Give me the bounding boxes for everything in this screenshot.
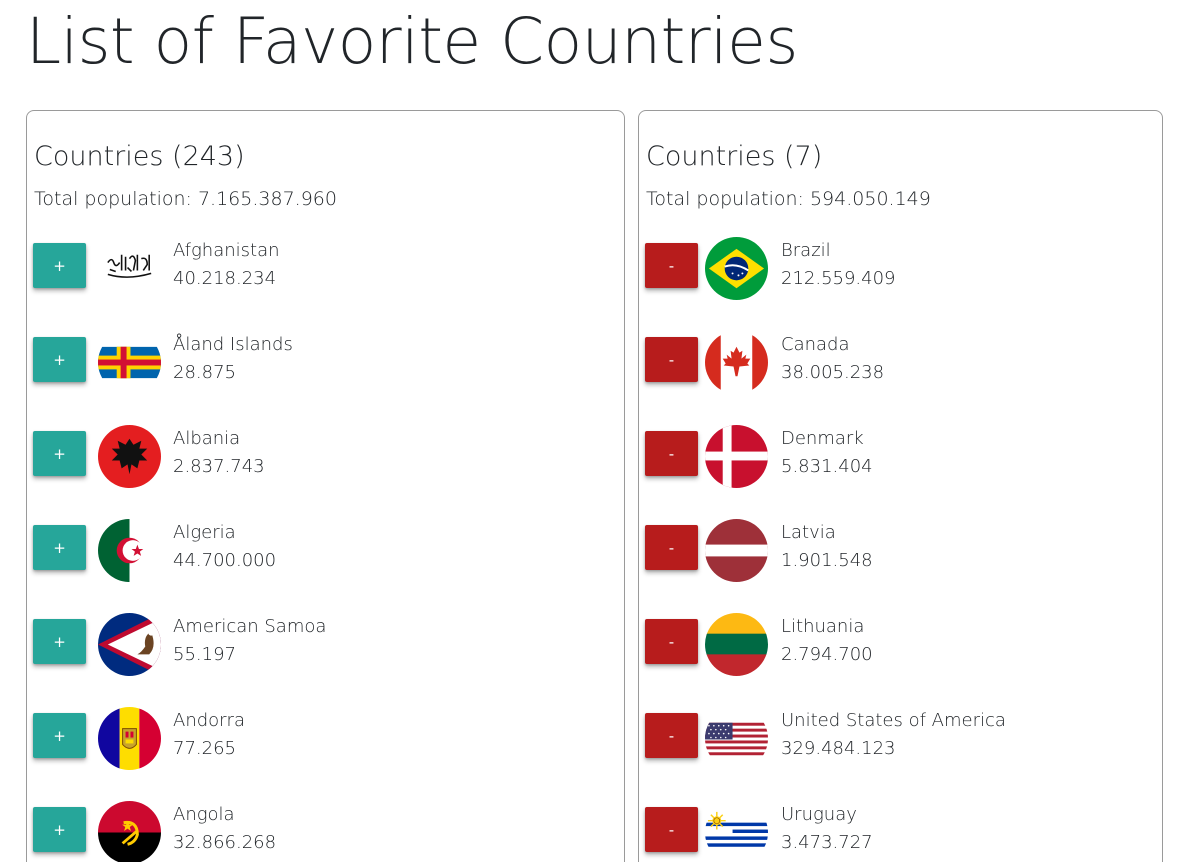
- country-name: Afghanistan: [173, 240, 280, 261]
- list-item: - Lithuania 2.794.700: [645, 613, 1162, 709]
- add-country-button[interactable]: +: [33, 619, 86, 664]
- country-name: Algeria: [173, 522, 236, 543]
- list-item: - Latvia 1.901.548: [645, 519, 1162, 615]
- american-samoa-flag-icon: [98, 613, 161, 676]
- country-population: 3.473.727: [781, 832, 873, 853]
- list-item: + Afghanistan 40.218.234: [33, 237, 624, 333]
- country-population: 77.265: [173, 738, 236, 759]
- favorite-countries-title: Countries (7): [646, 141, 823, 172]
- country-name: Andorra: [173, 710, 245, 731]
- country-name: Albania: [173, 428, 241, 449]
- remove-country-button[interactable]: -: [645, 713, 698, 758]
- canada-flag-icon: [705, 331, 768, 394]
- country-name: Lithuania: [781, 616, 865, 637]
- list-item: -: [645, 801, 1162, 862]
- country-name: Brazil: [781, 240, 831, 261]
- latvia-flag-icon: [705, 519, 768, 582]
- add-country-button[interactable]: +: [33, 713, 86, 758]
- country-population: 212.559.409: [781, 268, 896, 289]
- add-country-button[interactable]: +: [33, 337, 86, 382]
- list-item: + Andorra 77.265: [33, 707, 624, 803]
- afghanistan-flag-icon: [98, 237, 161, 300]
- remove-country-button[interactable]: -: [645, 243, 698, 288]
- usa-flag-icon: [705, 707, 768, 770]
- favorite-countries-panel: Countries (7) Total population: 594.050.…: [638, 110, 1163, 862]
- remove-country-button[interactable]: -: [645, 431, 698, 476]
- country-population: 2.794.700: [781, 644, 873, 665]
- list-item: - Brazil 212.559.409: [645, 237, 1162, 333]
- list-item: + Angola 32.866.268: [33, 801, 624, 862]
- add-country-button[interactable]: +: [33, 525, 86, 570]
- list-item: - Denmark 5.831.404: [645, 425, 1162, 521]
- country-name: American Samoa: [173, 616, 327, 637]
- country-population: 44.700.000: [173, 550, 277, 571]
- remove-country-button[interactable]: -: [645, 525, 698, 570]
- all-countries-title: Countries (243): [34, 141, 245, 172]
- add-country-button[interactable]: +: [33, 243, 86, 288]
- country-name: Angola: [173, 804, 235, 825]
- country-name: Canada: [781, 334, 850, 355]
- country-population: 329.484.123: [781, 738, 896, 759]
- remove-country-button[interactable]: -: [645, 337, 698, 382]
- list-item: + Albania 2.837.743: [33, 425, 624, 521]
- country-population: 55.197: [173, 644, 236, 665]
- list-item: + Algeria 44.700.000: [33, 519, 624, 615]
- list-item: -: [645, 707, 1162, 803]
- remove-country-button[interactable]: -: [645, 619, 698, 664]
- country-population: 38.005.238: [781, 362, 885, 383]
- country-name: Uruguay: [781, 804, 857, 825]
- all-countries-list: + Afghanistan 40.218.234 +: [33, 237, 624, 862]
- country-population: 2.837.743: [173, 456, 265, 477]
- country-population: 1.901.548: [781, 550, 873, 571]
- favorite-countries-list: - Brazil 212.559.409 -: [645, 237, 1162, 862]
- uruguay-flag-icon: [705, 801, 768, 862]
- angola-flag-icon: [98, 801, 161, 862]
- remove-country-button[interactable]: -: [645, 807, 698, 852]
- add-country-button[interactable]: +: [33, 431, 86, 476]
- page-title: List of Favorite Countries: [26, 5, 798, 78]
- add-country-button[interactable]: +: [33, 807, 86, 852]
- country-population: 5.831.404: [781, 456, 873, 477]
- aland-islands-flag-icon: [98, 331, 161, 394]
- country-name: Denmark: [781, 428, 864, 449]
- brazil-flag-icon: [705, 237, 768, 300]
- list-item: + Åland Islands 28.875: [33, 331, 624, 427]
- favorite-countries-total-population: Total population: 594.050.149: [646, 188, 931, 210]
- country-name: Latvia: [781, 522, 836, 543]
- andorra-flag-icon: [98, 707, 161, 770]
- country-population: 32.866.268: [173, 832, 277, 853]
- all-countries-total-population: Total population: 7.165.387.960: [34, 188, 337, 210]
- list-item: - Canada 38.005.238: [645, 331, 1162, 427]
- lithuania-flag-icon: [705, 613, 768, 676]
- all-countries-panel: Countries (243) Total population: 7.165.…: [26, 110, 625, 862]
- country-population: 40.218.234: [173, 268, 277, 289]
- country-name: Åland Islands: [173, 334, 293, 355]
- denmark-flag-icon: [705, 425, 768, 488]
- algeria-flag-icon: [98, 519, 161, 582]
- country-population: 28.875: [173, 362, 236, 383]
- albania-flag-icon: [98, 425, 161, 488]
- country-name: United States of America: [781, 710, 1006, 731]
- list-item: + American Samoa 55.197: [33, 613, 624, 709]
